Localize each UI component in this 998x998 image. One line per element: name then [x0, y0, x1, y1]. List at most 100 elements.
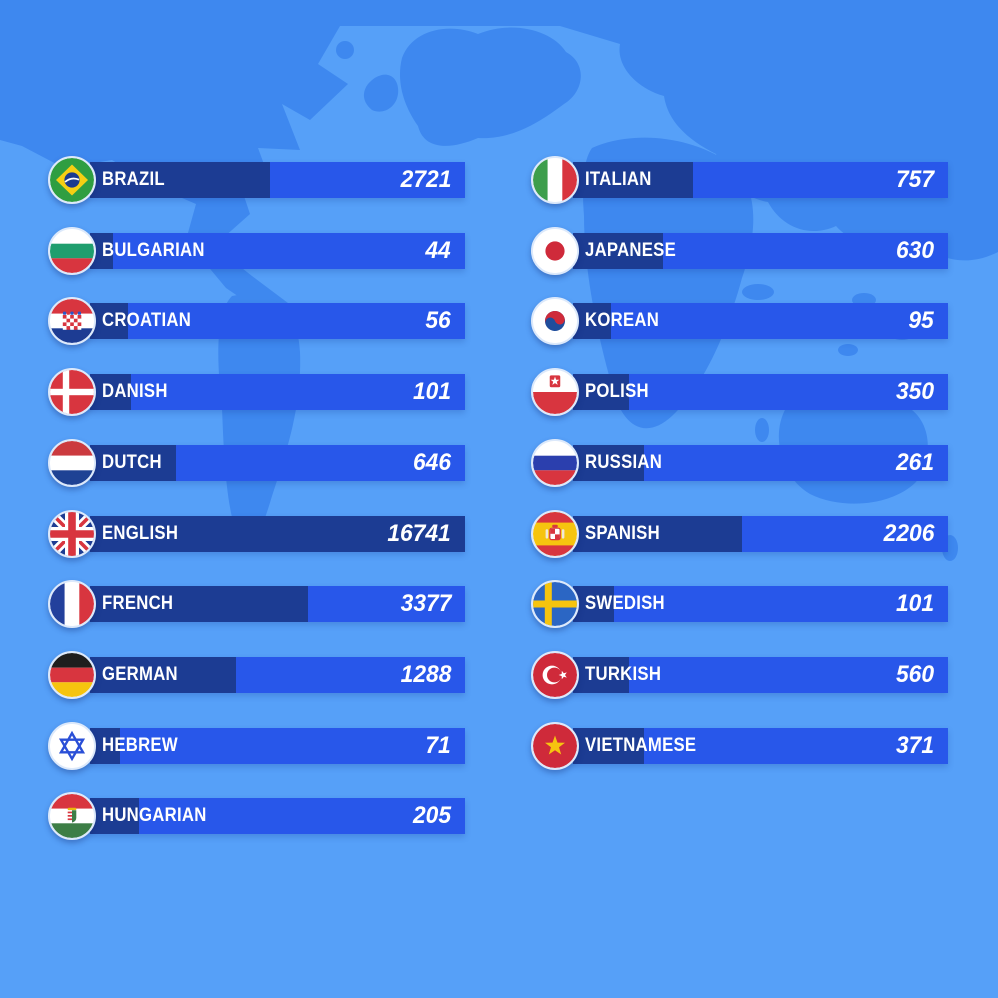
bar-track: KOREAN 95: [573, 303, 948, 340]
bar-track: FRENCH 3377: [90, 586, 465, 623]
vietnam-flag-icon: [531, 721, 579, 770]
language-value: 101: [895, 590, 934, 618]
language-label: ENGLISH: [102, 522, 179, 544]
bar-fill: [573, 303, 611, 340]
bar-track: VIETNAMESE 371: [573, 727, 948, 764]
bar-track: ENGLISH 16741: [90, 515, 465, 552]
language-label: BRAZIL: [102, 169, 165, 190]
language-label: POLISH: [585, 381, 649, 403]
spain-flag-icon: [531, 509, 579, 558]
language-value: 757: [895, 166, 934, 193]
bar-track: POLISH 350: [573, 374, 948, 411]
language-value: 2721: [400, 166, 451, 193]
language-row-bulgaria: BULGARIAN 44: [48, 226, 471, 275]
bar-fill: [90, 444, 177, 481]
language-label: SPANISH: [585, 522, 660, 544]
bar-track: BRAZIL 2721: [90, 162, 465, 198]
france-flag-icon: [48, 580, 96, 629]
bar-track: HEBREW 71: [90, 727, 465, 764]
bar-fill: [573, 374, 630, 411]
language-value: 56: [425, 307, 451, 335]
language-row-hungary: HUNGARIAN 205: [48, 792, 471, 841]
language-value: 95: [908, 307, 934, 335]
language-row-uk: ENGLISH 16741: [48, 509, 471, 558]
bar-track: CROATIAN 56: [90, 303, 465, 340]
bar-fill: [90, 232, 113, 269]
bar-track: TURKISH 560: [573, 656, 948, 693]
language-row-croatia: CROATIAN 56: [48, 297, 471, 346]
bar-fill: [573, 162, 693, 198]
language-label: KOREAN: [585, 310, 660, 332]
japan-flag-icon: [531, 226, 579, 275]
language-row-denmark: DANISH 101: [48, 368, 471, 417]
language-row-israel: HEBREW 71: [48, 721, 471, 770]
bar-track: SWEDISH 101: [573, 586, 948, 623]
denmark-flag-icon: [48, 368, 96, 417]
language-row-russia: RUSSIAN 261: [531, 438, 954, 487]
language-label: SWEDISH: [585, 593, 665, 615]
bulgaria-flag-icon: [48, 226, 96, 275]
language-value: 560: [895, 660, 934, 688]
bar-fill: [90, 162, 270, 198]
language-label: HEBREW: [102, 734, 178, 756]
language-row-spain: SPANISH 2206: [531, 509, 954, 558]
bar-fill: [573, 515, 742, 552]
sweden-flag-icon: [531, 580, 579, 629]
bar-track: GERMAN 1288: [90, 656, 465, 693]
bar-track: BULGARIAN 44: [90, 232, 465, 269]
italy-flag-icon: [531, 156, 579, 204]
language-row-italy: ITALIAN 757: [531, 156, 954, 204]
bar-fill: [90, 656, 237, 693]
language-value: 630: [895, 236, 934, 264]
language-label: DUTCH: [102, 451, 162, 473]
language-label: ITALIAN: [585, 169, 652, 190]
language-value: 261: [895, 448, 934, 476]
bar-fill: [573, 727, 645, 764]
hungary-flag-icon: [48, 792, 96, 841]
netherlands-flag-icon: [48, 438, 96, 487]
language-label: FRENCH: [102, 593, 174, 615]
language-label: GERMAN: [102, 663, 178, 685]
language-label: TURKISH: [585, 663, 662, 685]
language-row-south-korea: KOREAN 95: [531, 297, 954, 346]
language-value: 646: [412, 448, 451, 476]
language-value: 1288: [400, 660, 451, 688]
germany-flag-icon: [48, 650, 96, 699]
bar-fill: [90, 374, 132, 411]
bar-track: RUSSIAN 261: [573, 444, 948, 481]
bar-track: JAPANESE 630: [573, 232, 948, 269]
bar-fill: [573, 656, 630, 693]
bar-fill: [90, 586, 308, 623]
language-label: DANISH: [102, 381, 168, 403]
language-label: CROATIAN: [102, 310, 192, 332]
language-row-vietnam: VIETNAMESE 371: [531, 721, 954, 770]
brazil-flag-icon: [48, 156, 96, 204]
bar-fill: [90, 303, 128, 340]
language-value: 371: [895, 731, 934, 759]
language-row-japan: JAPANESE 630: [531, 226, 954, 275]
bar-fill: [90, 515, 465, 552]
language-row-turkey: TURKISH 560: [531, 650, 954, 699]
bar-track: ITALIAN 757: [573, 162, 948, 198]
language-value: 44: [425, 236, 451, 264]
language-value: 205: [412, 802, 451, 830]
language-row-brazil: BRAZIL 2721: [48, 156, 471, 204]
language-label: JAPANESE: [585, 239, 677, 261]
bar-fill: [573, 232, 663, 269]
language-label: HUNGARIAN: [102, 805, 207, 827]
language-label: RUSSIAN: [585, 451, 663, 473]
bar-track: DUTCH 646: [90, 444, 465, 481]
language-row-netherlands: DUTCH 646: [48, 438, 471, 487]
poland-flag-icon: [531, 368, 579, 417]
bar-track: DANISH 101: [90, 374, 465, 411]
bar-fill: [573, 444, 645, 481]
bar-fill: [573, 586, 615, 623]
language-row-poland: POLISH 350: [531, 368, 954, 417]
bar-fill: [90, 798, 139, 835]
south-korea-flag-icon: [531, 297, 579, 346]
croatia-flag-icon: [48, 297, 96, 346]
uk-flag-icon: [48, 509, 96, 558]
language-label: VIETNAMESE: [585, 734, 697, 756]
